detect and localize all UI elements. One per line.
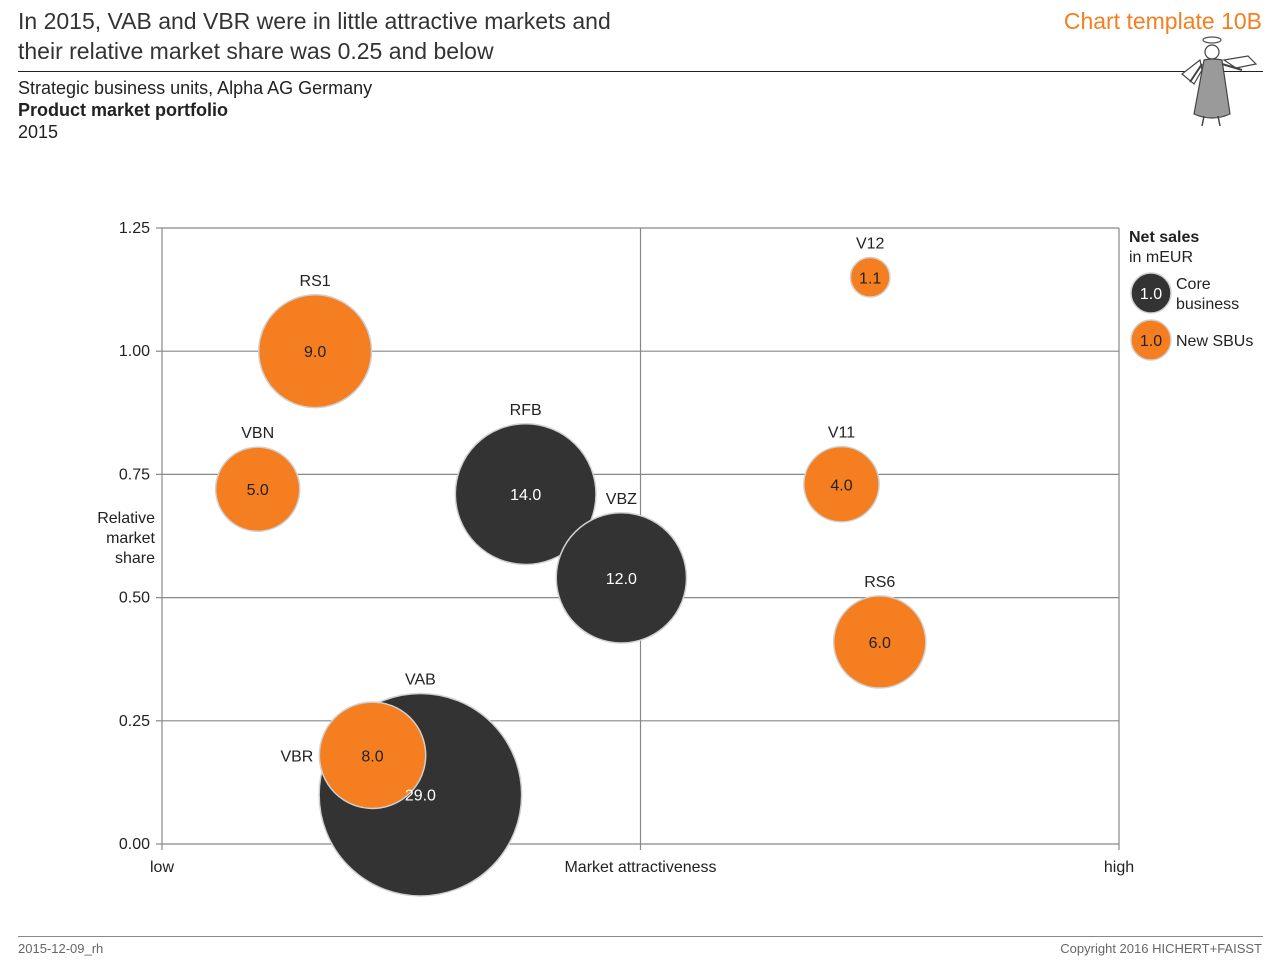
bubble-rfb (454, 423, 597, 566)
legend-item-label: Core (1176, 276, 1211, 293)
y-axis-label: market (106, 530, 155, 547)
bubble-name-label: VBN (241, 425, 274, 442)
bubble-name-label: VAB (405, 671, 436, 688)
y-tick-label: 0.00 (119, 836, 150, 853)
subtitle-line-1: Strategic business units, Alpha AG Germa… (18, 78, 373, 98)
bubble-name-label: RS6 (864, 574, 895, 591)
template-label: Chart template 10B (1063, 8, 1262, 34)
legend-swatch-new (1130, 319, 1172, 361)
header-rule (18, 71, 1263, 72)
bubble-value-label: 6.0 (869, 635, 891, 652)
bubble-value-label: 14.0 (510, 487, 541, 504)
bubble-name-label: VBR (280, 748, 313, 765)
y-axis-label: Relative (97, 510, 155, 527)
headline: In 2015, VAB and VBR were in little attr… (18, 6, 738, 66)
bubble-vbn (214, 446, 301, 532)
legend-item-label: business (1176, 296, 1239, 313)
y-tick-label: 0.75 (119, 466, 150, 483)
bubble-name-label: V11 (828, 425, 855, 442)
bubble-value-label: 29.0 (405, 788, 436, 805)
bubble-value-label: 9.0 (304, 344, 326, 361)
bubble-value-label: 1.1 (859, 270, 881, 287)
subtitle-line-3: 2015 (18, 122, 59, 142)
footer-rule (18, 936, 1263, 937)
bubble-rs6 (832, 595, 927, 689)
bubble-chart: 0.00 0.25 0.50 0.75 1.00 1.25 low high Market at… (97, 220, 1253, 897)
y-axis-label: share (115, 550, 155, 567)
x-axis-label: Market attractiveness (564, 859, 716, 876)
legend-swatch-core (1130, 272, 1172, 314)
angel-mascot-icon (1181, 36, 1258, 127)
bubble-name-label: RFB (510, 402, 542, 419)
bubble-value-label: 4.0 (830, 477, 852, 494)
bubble-value-label: 8.0 (361, 748, 383, 765)
subtitle-line-2: Product market portfolio (18, 100, 229, 120)
x-tick-label-low: low (150, 859, 174, 876)
bubble-vbz (555, 512, 688, 644)
bubble-value-label: 12.0 (606, 571, 637, 588)
legend-title: Net sales (1129, 229, 1199, 246)
footer-date: 2015-12-09_rh (18, 941, 104, 956)
bubble-value-label: 5.0 (247, 482, 269, 499)
bubble-rs1 (257, 294, 373, 409)
bubble-v12 (849, 256, 891, 298)
legend-item-label: New SBUs (1176, 333, 1253, 350)
legend-value-label: 1.0 (1140, 286, 1162, 303)
footer-copyright: Copyright 2016 HICHERT+FAISST (1060, 941, 1262, 956)
bubble-name-label: RS1 (300, 273, 331, 290)
y-tick-label: 0.50 (119, 590, 150, 607)
legend-value-label: 1.0 (1140, 333, 1162, 350)
bubble-name-label: VBZ (606, 491, 637, 508)
y-tick-label: 1.25 (119, 220, 150, 237)
y-tick-label: 0.25 (119, 713, 150, 730)
bubble-vbr (318, 701, 427, 810)
headline-line-1: In 2015, VAB and VBR were in little attr… (18, 8, 611, 34)
bubble-v11 (803, 445, 880, 523)
x-tick-label-high: high (1104, 859, 1134, 876)
headline-line-2: their relative market share was 0.25 and… (18, 38, 494, 64)
y-tick-label: 1.00 (119, 343, 150, 360)
legend-unit: in mEUR (1129, 249, 1193, 266)
subtitle: Strategic business units, Alpha AG Germa… (18, 77, 372, 143)
bubble-name-label: V12 (856, 236, 885, 253)
